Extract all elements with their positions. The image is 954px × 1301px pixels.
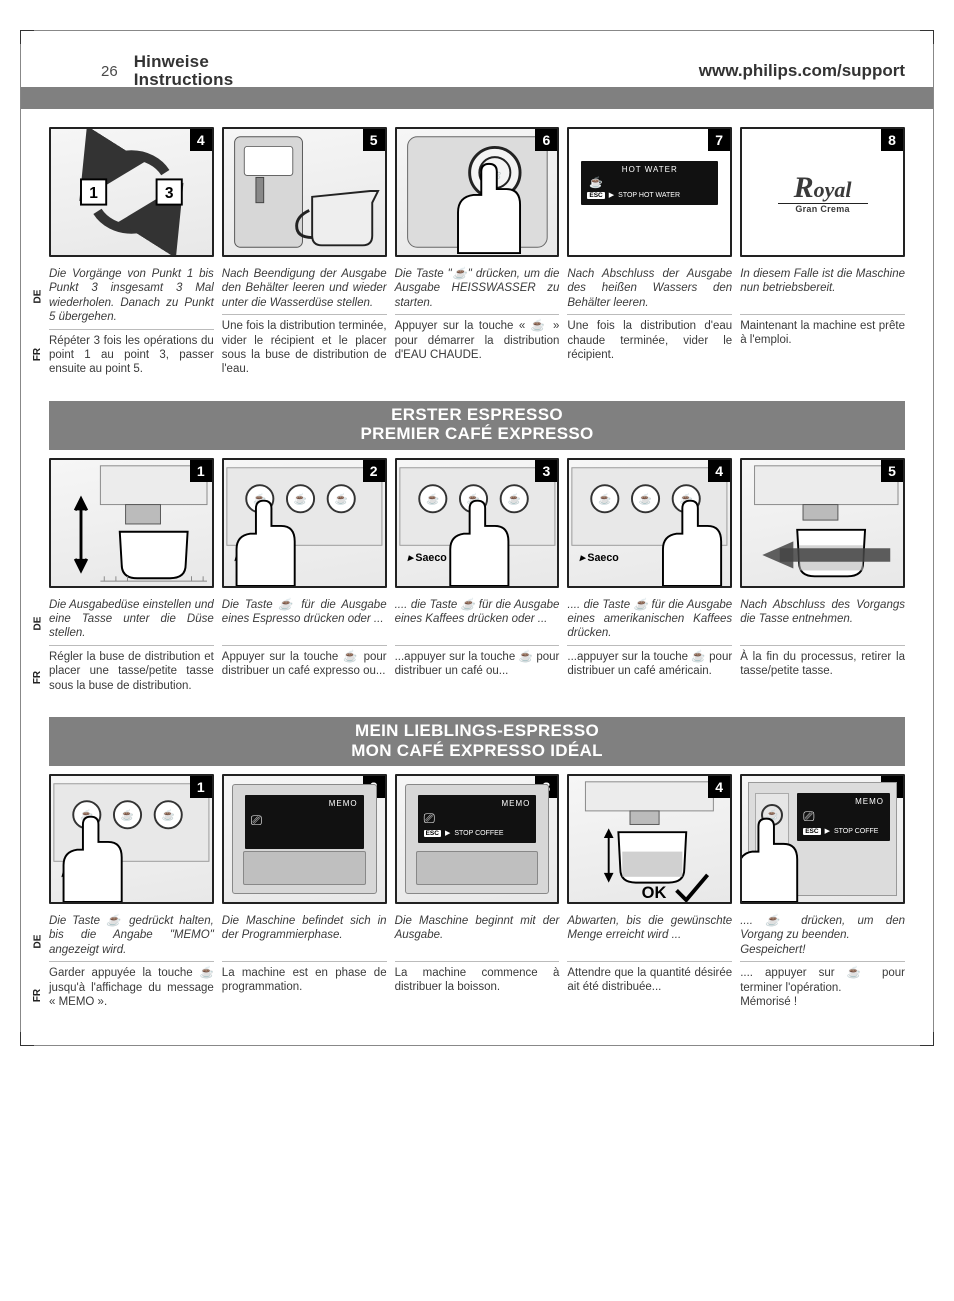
lang-tag-de: DE [32,290,43,304]
svg-text:☕: ☕ [426,492,439,505]
section-lieblings-espresso: MEIN LIEBLINGS-ESPRESSO MON CAFÉ EXPRESS… [49,717,905,766]
machine-jug-icon [224,129,385,255]
s3-texts: DE FR Die Taste ☕ gedrückt halten, bis d… [49,914,905,1009]
s3-panel-3: 3 MEMO ⎚ ESC▶STOP COFFEE [395,774,560,904]
svg-text:1: 1 [89,185,98,202]
lang-tag-fr: FR [32,348,43,361]
panel-step-8: 8 Royal Gran Crema [740,127,905,257]
lang-tag-de: DE [32,935,43,949]
svg-text:☕: ☕ [162,809,175,822]
section-erster-espresso: ERSTER ESPRESSO PREMIER CAFÉ EXPRESSO [49,401,905,450]
s2-texts: DE FR Die Ausgabedüse einstellen und ein… [49,598,905,693]
lcd-display: MEMO ⎚ [245,795,364,849]
top-panels: 4 1 3 5 [49,127,905,257]
svg-text:☕: ☕ [294,492,307,505]
s3-panel-4: 4 OK [567,774,732,904]
lang-tag-de: DE [32,616,43,630]
page-frame: 26 Hinweise Instructions www.philips.com… [20,30,934,1046]
page-title: Hinweise Instructions [134,53,234,89]
s2-panel-5: 5 [740,458,905,588]
svg-text:☕: ☕ [639,492,652,505]
lcd-display: HOT WATER ☕ ESC ▶ STOP HOT WATER [581,161,718,205]
s3-panel-1: 1 ☕ ☕ ☕ ▸ Saeco [49,774,214,904]
svg-text:3: 3 [165,185,174,202]
s2-panels: 1 2 ☕ ☕ [49,458,905,588]
svg-text:▸: ▸ [579,552,587,564]
s2-panel-2: 2 ☕ ☕ ☕ ▸ Saeco [222,458,387,588]
esc-icon: ESC [587,192,604,199]
panel-step-7: 7 HOT WATER ☕ ESC ▶ STOP HOT WATER [567,127,732,257]
brand-logo: Royal Gran Crema [742,129,903,255]
press-button-icon: ☕ [397,129,558,255]
cycle-diagram-icon: 1 3 [51,129,212,255]
svg-text:OK: OK [642,884,667,902]
s2-panel-1: 1 [49,458,214,588]
svg-text:Saeco: Saeco [588,552,620,564]
svg-text:▸: ▸ [406,552,414,564]
top-texts: DE FR Die Vorgänge von Punkt 1 bis Punkt… [49,267,905,377]
page-number: 26 [101,63,118,80]
esc-icon: ESC [424,830,441,837]
support-url: www.philips.com/support [699,61,905,81]
panel-step-5: 5 [222,127,387,257]
s3-panel-5: 5 ☕ MEMO ⎚ ESC▶STOP COFFE [740,774,905,904]
svg-text:☕: ☕ [507,492,520,505]
header: 26 Hinweise Instructions www.philips.com… [21,55,933,109]
svg-text:☕: ☕ [334,492,347,505]
lang-tag-fr: FR [32,989,43,1002]
panel-step-4: 4 1 3 [49,127,214,257]
panel-step-6: 6 ☕ [395,127,560,257]
lang-tag-fr: FR [32,671,43,684]
svg-text:☕: ☕ [121,809,134,822]
svg-text:☕: ☕ [599,492,612,505]
s2-panel-3: 3 ☕ ☕ ☕ ▸ Saeco [395,458,560,588]
svg-text:Saeco: Saeco [415,552,447,564]
s3-panel-2: 2 MEMO ⎚ [222,774,387,904]
s3-panels: 1 ☕ ☕ ☕ ▸ Saeco 2 MEMO ⎚ [49,774,905,904]
lcd-display: MEMO ⎚ ESC▶STOP COFFEE [418,795,537,843]
s2-panel-4: 4 ☕ ☕ ☕ ▸ Saeco [567,458,732,588]
